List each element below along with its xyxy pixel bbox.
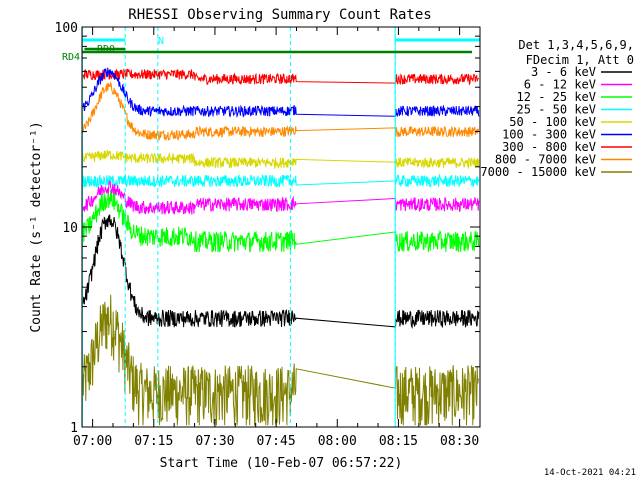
x-tick-label-4: 08:00 (318, 434, 357, 449)
x-tick-label-0: 07:00 (73, 434, 112, 449)
annotation-n: N (158, 36, 164, 47)
legend-label-0: 3 - 6 keV (531, 65, 596, 79)
x-tick-label-2: 07:30 (195, 434, 234, 449)
legend: Det 1,3,4,5,6,9, FDecim 1, Att 0 3 - 6 k… (480, 38, 634, 179)
series-line-3-6kev (82, 214, 480, 330)
annotation-rd0: RD0 (97, 44, 115, 55)
legend-header-line-2: FDecim 1, Att 0 (526, 53, 634, 67)
x-tick-label-6: 08:30 (440, 434, 479, 449)
legend-header-line-1: Det 1,3,4,5,6,9, (518, 38, 634, 52)
x-tick-label-1: 07:15 (134, 434, 173, 449)
y-axis-label: Count Rate (s⁻¹ detector⁻¹) (29, 121, 44, 332)
legend-label-1: 6 - 12 keV (524, 78, 596, 92)
legend-label-5: 100 - 300 keV (502, 128, 596, 142)
y-tick-label-0: 1 (70, 421, 78, 436)
annotation-rd4: RD4 (62, 52, 80, 63)
x-tick-label-3: 07:45 (257, 434, 296, 449)
y-tick-label-1: 10 (62, 221, 78, 236)
chart-title: RHESSI Observing Summary Count Rates (128, 7, 431, 23)
y-tick-label-2: 100 (55, 21, 78, 36)
series-line-800-7000kev (82, 81, 480, 142)
legend-label-6: 300 - 800 keV (502, 140, 596, 154)
legend-label-2: 12 - 25 keV (517, 90, 596, 104)
footer-timestamp: 14-Oct-2021 04:21 (544, 468, 636, 478)
series-line-7000-15000kev (82, 294, 480, 427)
x-tick-label-5: 08:15 (379, 434, 418, 449)
legend-label-8: 7000 - 15000 keV (480, 165, 596, 179)
series-line-300-800kev (82, 68, 480, 86)
series-line-100-300kev (82, 67, 480, 119)
x-axis-label: Start Time (10-Feb-07 06:57:22) (160, 456, 403, 471)
legend-label-3: 25 - 50 keV (517, 103, 596, 117)
series-line-12-25kev (82, 189, 480, 253)
series-line-6-12kev (82, 180, 480, 215)
legend-label-7: 800 - 7000 keV (495, 153, 596, 167)
legend-label-4: 50 - 100 keV (509, 115, 596, 129)
series-line-50-100kev (82, 149, 480, 170)
series-line-25-50kev (82, 173, 480, 189)
axes: 07:00 07:15 07:30 07:45 08:00 08:15 08:30 1 10 10… (55, 21, 481, 449)
